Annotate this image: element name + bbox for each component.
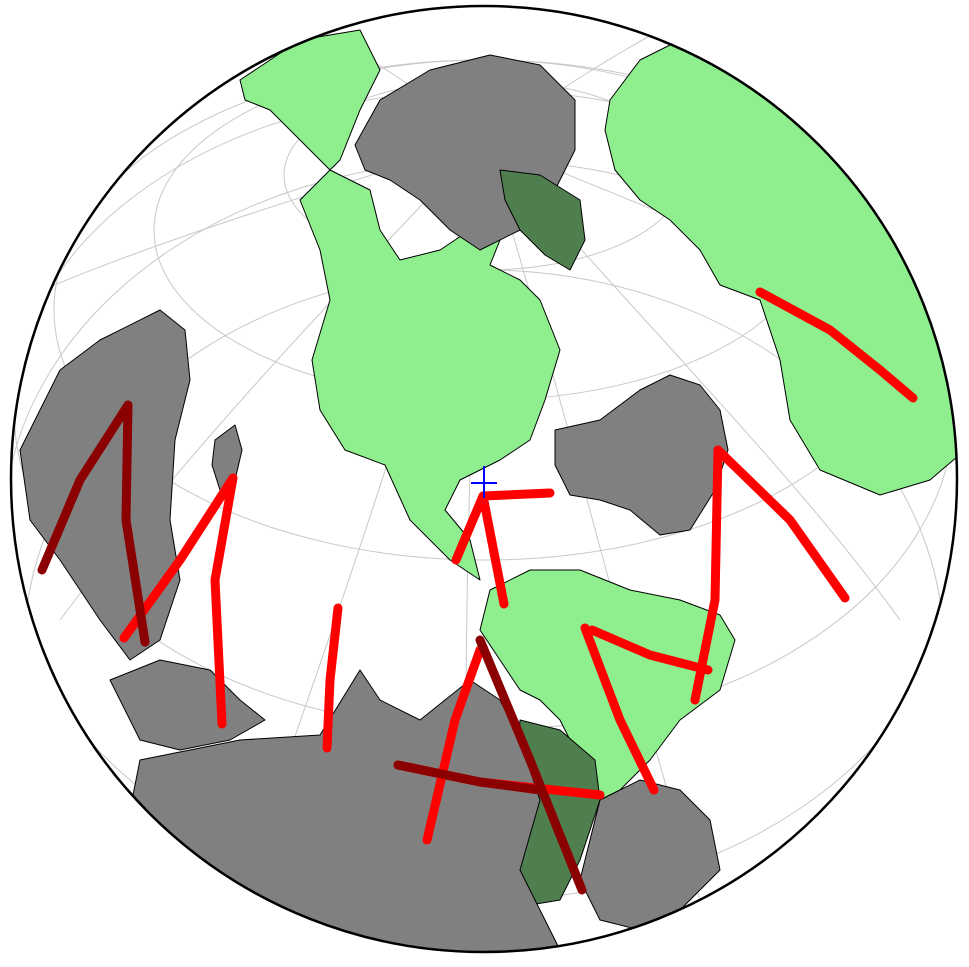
route-asia-east	[755, 287, 918, 403]
route-africa-2	[119, 473, 238, 729]
plus-marker-icon	[471, 466, 497, 498]
route-pacific-2	[587, 625, 713, 675]
route-mid-pacific	[322, 603, 343, 753]
route-caribbean-east	[478, 488, 555, 501]
land-west-grey-2	[109, 659, 266, 751]
route-far-south-bottom	[393, 760, 545, 795]
land-west-grey-1	[19, 309, 191, 661]
land-south-grey-east	[579, 779, 721, 931]
globe-outline	[9, 4, 959, 954]
routes-layer	[37, 287, 918, 895]
route-south-east	[422, 645, 485, 845]
route-far-west	[37, 400, 150, 647]
route-africa-1	[713, 445, 850, 603]
route-south-america	[580, 623, 659, 795]
land-greenland	[499, 169, 586, 271]
land-north-america	[239, 29, 561, 581]
route-far-south	[475, 635, 587, 895]
